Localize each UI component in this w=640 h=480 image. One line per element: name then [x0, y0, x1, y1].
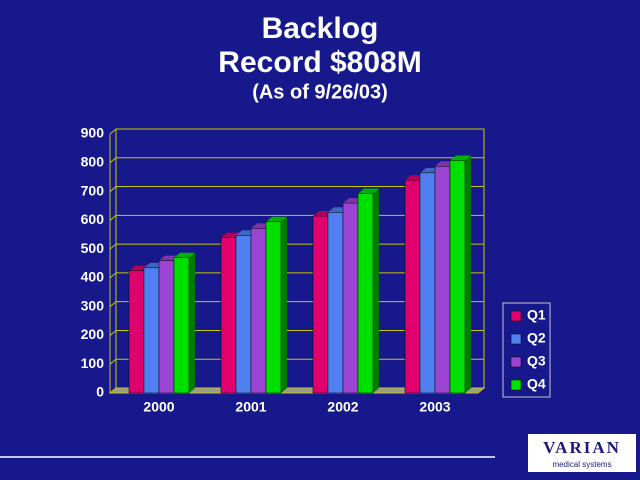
bar [419, 172, 436, 394]
x-tick-label: 2002 [327, 399, 358, 415]
bar-side [281, 216, 287, 393]
legend-label: Q2 [527, 330, 546, 346]
bar [312, 215, 329, 394]
bar [327, 212, 344, 394]
y-tick-label: 500 [81, 240, 105, 256]
bar-side [373, 188, 379, 393]
bar [265, 221, 282, 394]
bar-top [450, 155, 471, 161]
legend-label: Q4 [527, 376, 546, 392]
bar [404, 179, 421, 394]
bar-top [358, 188, 379, 194]
bar-top [266, 216, 287, 222]
logo-name: VARIAN [543, 438, 621, 457]
chart-title: Backlog [262, 12, 379, 45]
y-tick-label: 200 [81, 326, 105, 342]
legend-label: Q3 [527, 353, 546, 369]
legend-label: Q1 [527, 307, 546, 323]
x-tick-label: 2000 [143, 399, 174, 415]
chart-note: (As of 9/26/03) [252, 81, 388, 103]
grid-line [109, 157, 484, 164]
y-tick-label: 400 [81, 269, 105, 285]
bar [158, 260, 175, 394]
bar [128, 270, 145, 394]
y-tick-label: 0 [96, 384, 104, 400]
bar-top [174, 252, 195, 258]
y-tick-label: 900 [81, 125, 105, 141]
y-tick-label: 700 [81, 182, 105, 198]
grid-line [109, 128, 484, 135]
bar [342, 202, 359, 394]
y-tick-label: 100 [81, 355, 105, 371]
bar [357, 193, 374, 394]
x-tick-label: 2003 [419, 399, 450, 415]
x-tick-label: 2001 [235, 399, 266, 415]
legend-swatch [510, 379, 522, 391]
y-tick-label: 800 [81, 153, 105, 169]
y-tick-label: 600 [81, 211, 105, 227]
legend-swatch [510, 356, 522, 368]
grid-line [109, 186, 484, 192]
bar [434, 165, 451, 394]
logo-tagline: medical systems [552, 460, 611, 469]
logo-box [528, 434, 636, 472]
bar [235, 235, 252, 394]
legend-box [502, 302, 551, 398]
bar [173, 257, 190, 394]
legend-swatch [510, 310, 522, 322]
bar-side [465, 155, 471, 393]
legend-swatch [510, 333, 522, 345]
y-tick-label: 300 [81, 297, 105, 313]
chart-subtitle: Record $808M [218, 46, 421, 79]
bar [250, 228, 267, 394]
bar [143, 267, 160, 394]
bar [449, 160, 466, 394]
bar-side [189, 252, 195, 393]
bar [220, 237, 237, 394]
